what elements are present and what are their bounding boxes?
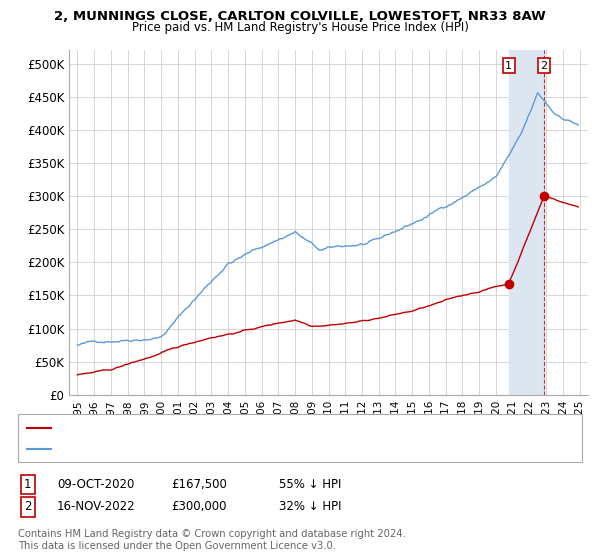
Text: £167,500: £167,500 xyxy=(171,478,227,491)
Bar xyxy=(509,50,544,395)
Text: 2, MUNNINGS CLOSE, CARLTON COLVILLE, LOWESTOFT, NR33 8AW: 2, MUNNINGS CLOSE, CARLTON COLVILLE, LOW… xyxy=(54,10,546,23)
Text: £300,000: £300,000 xyxy=(171,500,227,514)
Text: 1: 1 xyxy=(24,478,32,491)
Text: 2, MUNNINGS CLOSE, CARLTON COLVILLE, LOWESTOFT, NR33 8AW (detached house): 2, MUNNINGS CLOSE, CARLTON COLVILLE, LOW… xyxy=(57,423,521,433)
Text: HPI: Average price, detached house, East Suffolk: HPI: Average price, detached house, East… xyxy=(57,444,324,454)
Text: Contains HM Land Registry data © Crown copyright and database right 2024.
This d: Contains HM Land Registry data © Crown c… xyxy=(18,529,406,551)
Text: 55% ↓ HPI: 55% ↓ HPI xyxy=(279,478,341,491)
Text: 16-NOV-2022: 16-NOV-2022 xyxy=(57,500,136,514)
Text: 2: 2 xyxy=(541,60,548,71)
Text: 1: 1 xyxy=(505,60,512,71)
Text: Price paid vs. HM Land Registry's House Price Index (HPI): Price paid vs. HM Land Registry's House … xyxy=(131,21,469,34)
Text: 2: 2 xyxy=(24,500,32,514)
Text: 09-OCT-2020: 09-OCT-2020 xyxy=(57,478,134,491)
Text: 32% ↓ HPI: 32% ↓ HPI xyxy=(279,500,341,514)
